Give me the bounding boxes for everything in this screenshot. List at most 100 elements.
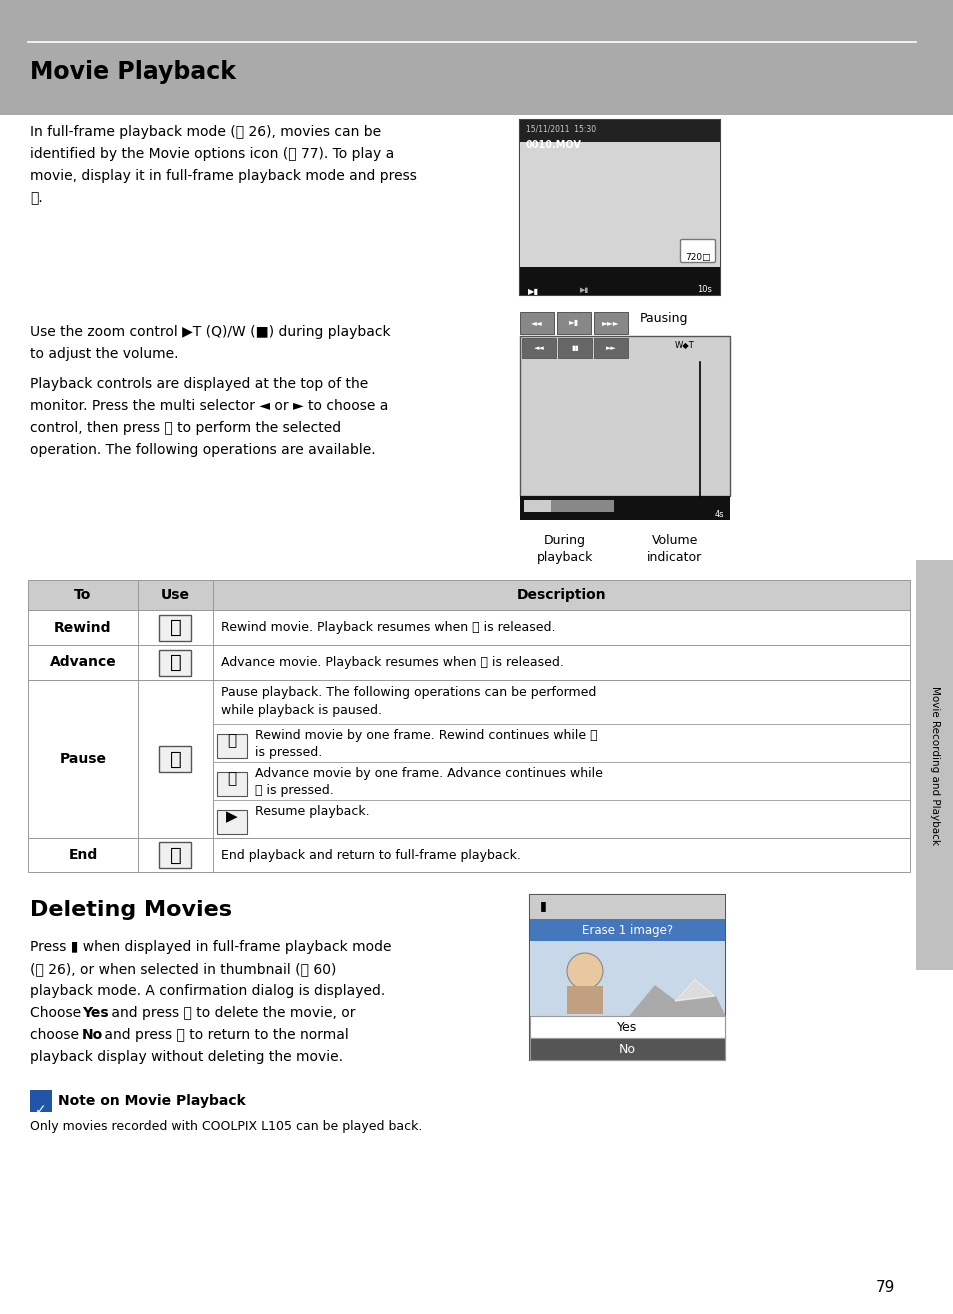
Bar bbox=[0, 0, 953, 116]
Text: ⏮: ⏮ bbox=[227, 733, 236, 749]
Text: W◆T: W◆T bbox=[675, 340, 694, 350]
Text: Movie Recording and Playback: Movie Recording and Playback bbox=[929, 686, 939, 845]
Text: ⏭: ⏭ bbox=[170, 653, 181, 671]
Text: ⓞ.: ⓞ. bbox=[30, 191, 43, 205]
Text: ⏹: ⏹ bbox=[170, 845, 181, 865]
Bar bbox=[530, 1038, 724, 1060]
Text: Advance: Advance bbox=[50, 656, 116, 670]
Text: 10s: 10s bbox=[697, 285, 711, 294]
Bar bbox=[557, 311, 590, 334]
Text: Rewind: Rewind bbox=[54, 620, 112, 635]
Text: (⧉ 26), or when selected in thumbnail (⧉ 60): (⧉ 26), or when selected in thumbnail (⧉… bbox=[30, 962, 336, 976]
Polygon shape bbox=[675, 979, 714, 1001]
Bar bbox=[594, 338, 627, 357]
Text: ◄◄: ◄◄ bbox=[533, 346, 544, 351]
Text: operation. The following operations are available.: operation. The following operations are … bbox=[30, 443, 375, 457]
FancyBboxPatch shape bbox=[679, 239, 715, 263]
Text: ✓: ✓ bbox=[35, 1102, 47, 1117]
Bar bbox=[216, 773, 247, 796]
Text: ⏭: ⏭ bbox=[227, 771, 236, 787]
Text: Choose: Choose bbox=[30, 1007, 86, 1020]
Text: Yes: Yes bbox=[82, 1007, 109, 1020]
Text: To: To bbox=[74, 587, 91, 602]
Bar bbox=[28, 838, 909, 872]
Bar bbox=[28, 645, 909, 681]
Text: Rewind movie by one frame. Rewind continues while ⓞ
is pressed.: Rewind movie by one frame. Rewind contin… bbox=[254, 729, 597, 759]
Text: Use: Use bbox=[161, 587, 190, 602]
Bar bbox=[523, 501, 551, 512]
Text: End playback and return to full-frame playback.: End playback and return to full-frame pl… bbox=[221, 849, 520, 862]
Bar bbox=[519, 142, 720, 267]
Bar bbox=[159, 615, 192, 640]
Bar bbox=[523, 501, 614, 512]
Bar bbox=[216, 735, 247, 758]
Bar bbox=[519, 495, 729, 520]
Text: During
playback: During playback bbox=[537, 533, 593, 564]
Text: 0010.MOV: 0010.MOV bbox=[525, 141, 581, 150]
Text: End: End bbox=[69, 848, 97, 862]
Bar bbox=[530, 1016, 724, 1038]
Text: Note on Movie Playback: Note on Movie Playback bbox=[58, 1095, 246, 1108]
Bar bbox=[28, 681, 909, 838]
Bar bbox=[566, 986, 602, 1014]
Bar bbox=[519, 311, 554, 334]
Bar bbox=[159, 842, 192, 869]
Text: Advance movie by one frame. Advance continues while
ⓞ is pressed.: Advance movie by one frame. Advance cont… bbox=[254, 767, 602, 798]
Text: In full-frame playback mode (⧉ 26), movies can be: In full-frame playback mode (⧉ 26), movi… bbox=[30, 125, 381, 139]
Bar bbox=[521, 338, 556, 357]
Text: ◄◄: ◄◄ bbox=[531, 318, 542, 327]
Text: Pausing: Pausing bbox=[639, 311, 688, 325]
Text: and press ⓞ to return to the normal: and press ⓞ to return to the normal bbox=[100, 1028, 349, 1042]
Bar bbox=[519, 267, 720, 296]
Text: 79: 79 bbox=[875, 1280, 894, 1296]
Text: ▮: ▮ bbox=[539, 899, 546, 912]
Bar bbox=[915, 560, 953, 970]
Text: Pause: Pause bbox=[59, 752, 107, 766]
Text: Volume
indicator: Volume indicator bbox=[647, 533, 702, 564]
Text: control, then press ⓞ to perform the selected: control, then press ⓞ to perform the sel… bbox=[30, 420, 341, 435]
Text: ▮▮: ▮▮ bbox=[571, 346, 578, 351]
Bar bbox=[519, 336, 729, 495]
Bar bbox=[530, 895, 724, 1060]
Text: ►▮: ►▮ bbox=[568, 318, 578, 327]
Text: choose: choose bbox=[30, 1028, 83, 1042]
Text: Description: Description bbox=[517, 587, 606, 602]
Bar bbox=[519, 120, 720, 296]
Text: 720□: 720□ bbox=[684, 254, 710, 261]
Bar bbox=[28, 579, 909, 610]
Text: ►►►: ►►► bbox=[601, 318, 619, 327]
Text: Pause playback. The following operations can be performed
while playback is paus: Pause playback. The following operations… bbox=[221, 686, 596, 717]
Text: Only movies recorded with COOLPIX L105 can be played back.: Only movies recorded with COOLPIX L105 c… bbox=[30, 1120, 422, 1133]
Bar bbox=[530, 918, 724, 941]
Bar bbox=[28, 610, 909, 645]
Text: Press ▮ when displayed in full-frame playback mode: Press ▮ when displayed in full-frame pla… bbox=[30, 940, 391, 954]
Text: identified by the Movie options icon (⧉ 77). To play a: identified by the Movie options icon (⧉ … bbox=[30, 147, 394, 162]
Text: Use the zoom control ▶T (Q)/W (■) during playback: Use the zoom control ▶T (Q)/W (■) during… bbox=[30, 325, 390, 339]
Text: movie, display it in full-frame playback mode and press: movie, display it in full-frame playback… bbox=[30, 170, 416, 183]
Text: Yes: Yes bbox=[617, 1021, 637, 1034]
Bar bbox=[30, 1091, 52, 1112]
Bar bbox=[530, 895, 724, 918]
Bar bbox=[159, 746, 192, 773]
Circle shape bbox=[566, 953, 602, 989]
Bar bbox=[519, 120, 720, 142]
Text: ►►: ►► bbox=[605, 346, 616, 351]
Text: to adjust the volume.: to adjust the volume. bbox=[30, 347, 178, 361]
Polygon shape bbox=[629, 979, 724, 1016]
Text: 15/11/2011  15:30: 15/11/2011 15:30 bbox=[525, 125, 596, 134]
Text: monitor. Press the multi selector ◄ or ► to choose a: monitor. Press the multi selector ◄ or ►… bbox=[30, 399, 388, 413]
Text: Movie Playback: Movie Playback bbox=[30, 60, 235, 84]
Text: playback display without deleting the movie.: playback display without deleting the mo… bbox=[30, 1050, 343, 1064]
Text: No: No bbox=[82, 1028, 103, 1042]
Bar bbox=[594, 311, 627, 334]
Bar bbox=[558, 338, 592, 357]
Bar bbox=[530, 941, 724, 1016]
Text: Advance movie. Playback resumes when ⓞ is released.: Advance movie. Playback resumes when ⓞ i… bbox=[221, 656, 563, 669]
Bar bbox=[216, 809, 247, 834]
Text: 4s: 4s bbox=[714, 510, 723, 519]
Text: ▶▮: ▶▮ bbox=[579, 286, 589, 293]
Bar bbox=[159, 649, 192, 675]
Text: Playback controls are displayed at the top of the: Playback controls are displayed at the t… bbox=[30, 377, 368, 392]
Text: No: No bbox=[618, 1043, 636, 1056]
Text: Rewind movie. Playback resumes when ⓞ is released.: Rewind movie. Playback resumes when ⓞ is… bbox=[221, 622, 555, 633]
